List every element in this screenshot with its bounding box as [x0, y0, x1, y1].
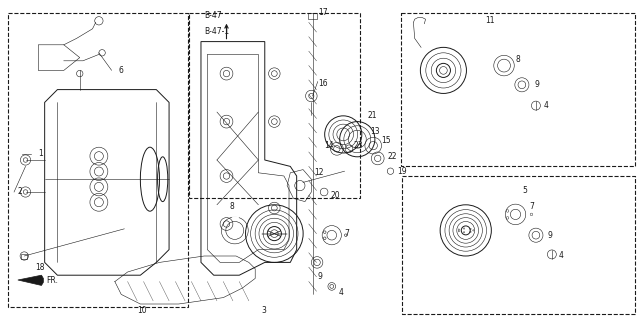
Text: 7: 7	[345, 229, 350, 238]
Text: B-47: B-47	[204, 11, 222, 20]
Text: 18: 18	[35, 263, 45, 272]
Bar	[8, 13, 188, 307]
Text: 22: 22	[388, 152, 397, 161]
Text: 6: 6	[118, 66, 123, 75]
Text: FR.: FR.	[46, 276, 58, 285]
Text: 10: 10	[137, 306, 147, 315]
Text: 4: 4	[338, 288, 343, 297]
Bar	[402, 176, 635, 314]
Text: 14: 14	[324, 141, 334, 150]
Text: 9: 9	[318, 272, 323, 281]
Polygon shape	[18, 275, 43, 285]
Text: 16: 16	[318, 79, 327, 88]
Text: 17: 17	[318, 8, 327, 17]
Text: 13: 13	[370, 127, 380, 136]
Text: 8: 8	[516, 55, 520, 64]
Text: 2: 2	[18, 188, 22, 196]
Text: 21: 21	[367, 111, 377, 120]
Text: 19: 19	[397, 167, 406, 176]
Text: 5: 5	[522, 186, 527, 195]
Bar	[401, 13, 635, 166]
Text: 3: 3	[262, 306, 267, 315]
Text: 8: 8	[230, 202, 234, 211]
Text: 15: 15	[382, 136, 391, 145]
Text: 9: 9	[535, 80, 540, 89]
Text: 20: 20	[330, 191, 340, 200]
Text: 7: 7	[530, 202, 535, 211]
Text: 12: 12	[315, 168, 324, 177]
Text: 9: 9	[547, 231, 553, 240]
Text: 4: 4	[544, 101, 549, 110]
Text: 4: 4	[559, 252, 564, 260]
Text: 23: 23	[353, 141, 363, 150]
Text: 11: 11	[485, 16, 494, 25]
Bar	[189, 13, 360, 198]
Text: 1: 1	[38, 149, 43, 158]
Text: B-47-1: B-47-1	[204, 27, 229, 36]
